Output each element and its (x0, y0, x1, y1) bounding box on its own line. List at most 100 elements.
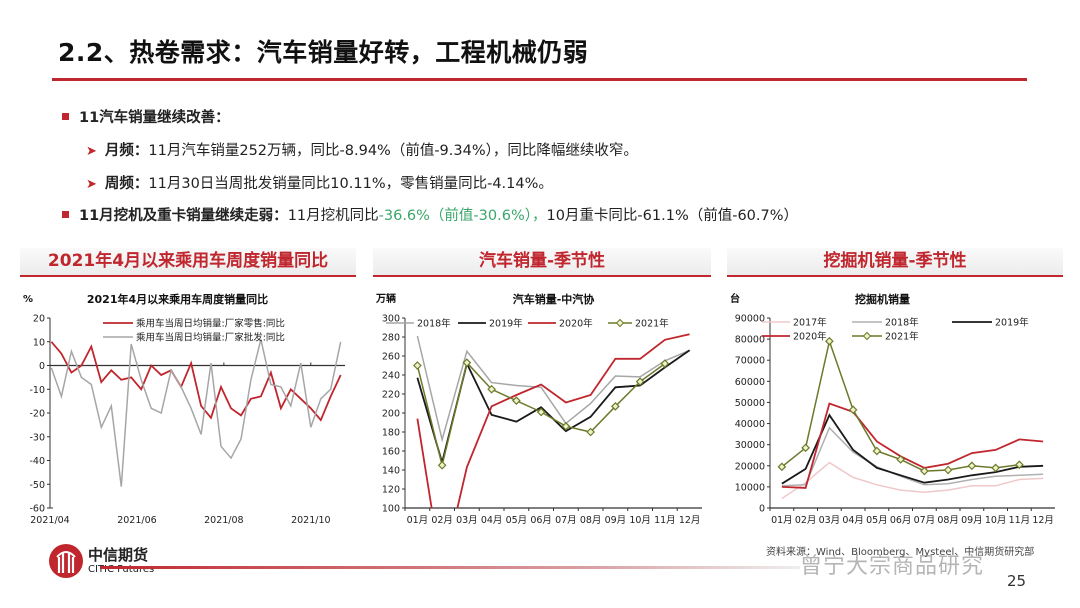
bullet-excavator-truck: 11月挖机及重卡销量继续走弱：11月挖机同比-36.6%（前值-30.6%），1… (62, 204, 798, 225)
arrow-bullet-icon: ➤ (86, 177, 97, 192)
data-point-marker (777, 462, 787, 472)
y-tick-label: -60 (29, 504, 45, 515)
bullet-text: 11月汽车销量252万辆，同比-8.94%（前值-9.34%），同比降幅继续收窄… (148, 143, 638, 159)
x-tick-label: 01月 (407, 515, 429, 526)
x-tick-label: 09月 (605, 515, 627, 526)
y-tick-label: 140 (382, 466, 400, 477)
y-tick-label: 240 (382, 371, 400, 382)
x-tick-label: 10月 (985, 515, 1007, 526)
citic-logo-icon (49, 544, 83, 578)
data-point-marker (536, 407, 546, 417)
footer-divider (100, 566, 800, 569)
x-tick-label: 06月 (890, 515, 912, 526)
y-tick-label: 180 (382, 428, 400, 439)
x-tick-label: 06月 (530, 515, 552, 526)
x-tick-label: 07月 (555, 515, 577, 526)
y-tick-label: 80000 (735, 335, 765, 346)
arrow-bullet-icon: ➤ (86, 144, 97, 159)
logo-cn: 中信期货 (88, 546, 149, 565)
y-tick-label: -40 (29, 456, 45, 467)
legend-label: 2018年 (885, 317, 919, 329)
legend-label: 2021年 (635, 318, 669, 330)
y-tick-label: -10 (29, 385, 45, 396)
y-tick-label: 300 (382, 314, 400, 325)
legend-label: 2021年 (885, 331, 919, 343)
legend-label: 2020年 (559, 318, 593, 330)
x-tick-label: 01月 (771, 515, 793, 526)
x-tick-label: 05月 (506, 515, 528, 526)
y-tick-label: 120 (382, 485, 400, 496)
x-tick-label: 09月 (961, 515, 983, 526)
y-tick-label: 40000 (735, 419, 765, 430)
title-divider (52, 78, 1027, 81)
data-point-marker (1015, 460, 1024, 470)
data-point-marker (561, 421, 571, 431)
y-tick-label: 160 (382, 447, 400, 458)
data-point-marker (635, 377, 645, 386)
watermark: 曾宁大宗商品研究 (800, 554, 985, 579)
bullet-heading: 月频： (104, 143, 149, 159)
y-tick-label: 200 (382, 409, 400, 420)
panel-title-car-seasonal: 汽车销量-季节性 (373, 248, 711, 277)
legend-label: 2018年 (417, 318, 451, 330)
series-line-1 (50, 339, 342, 487)
data-point-marker (825, 336, 834, 346)
series-line-0 (50, 341, 342, 422)
source-note: 资料来源：Wind、Bloomberg、Mysteel、中信期货研究部 (766, 547, 1035, 558)
data-point-marker (943, 465, 953, 475)
series-line-0 (781, 461, 1044, 500)
x-tick-label: 2021/10 (291, 515, 330, 526)
chart-title: 汽车销量-中汽协 (513, 292, 595, 306)
bullet-text-highlight: -36.6%（前值-30.6%）， (378, 208, 547, 224)
data-point-marker (967, 461, 977, 471)
y-tick-label: -50 (29, 480, 45, 491)
x-tick-label: 08月 (580, 515, 602, 526)
y-tick-label: 10000 (735, 482, 765, 493)
x-tick-label: 08月 (937, 515, 959, 526)
data-point-marker (413, 361, 422, 370)
y-tick-label: 220 (382, 390, 400, 401)
x-tick-label: 2021/04 (30, 515, 69, 526)
y-tick-label: 280 (382, 333, 400, 344)
x-tick-label: 12月 (1032, 515, 1054, 526)
data-point-marker (801, 443, 810, 453)
y-tick-label: 20 (33, 314, 45, 325)
x-tick-label: 11月 (654, 515, 676, 526)
y-axis-unit: % (23, 294, 33, 305)
x-tick-label: 02月 (431, 515, 453, 526)
square-bullet-icon (62, 211, 69, 218)
data-point-marker (920, 466, 929, 476)
series-line-1 (781, 426, 1044, 487)
x-tick-label: 11月 (1009, 515, 1031, 526)
y-tick-label: -20 (29, 409, 45, 420)
slide-title: 2.2、热卷需求：汽车销量好转，工程机械仍弱 (58, 38, 589, 67)
bullet-heading: 11汽车销量继续改善： (79, 110, 230, 126)
bullet-heading: 周频： (104, 176, 149, 192)
series-line-3 (781, 402, 1044, 489)
bullet-text: 11月挖机同比 (287, 208, 379, 224)
x-tick-label: 03月 (456, 515, 478, 526)
y-tick-label: 0 (759, 504, 765, 515)
chart-title: 2021年4月以来乘用车周度销量同比 (87, 292, 268, 306)
y-tick-label: 10 (33, 337, 45, 348)
y-tick-label: 60000 (735, 377, 765, 388)
citic-logo: 中信期货 CITIC Futures (48, 543, 154, 579)
legend-label: 2019年 (995, 317, 1029, 329)
chart-excavator-sales: 挖掘机销量 台 90000 80000 70000 60000 50000 40000 3000… (730, 292, 1055, 526)
x-tick-label: 02月 (795, 515, 817, 526)
panel-title-weekly-yoy: 2021年4月以来乘用车周度销量同比 (20, 248, 356, 277)
x-tick-label: 03月 (819, 515, 841, 526)
legend-label: 2020年 (793, 331, 827, 343)
y-tick-label: 0 (39, 361, 45, 372)
square-bullet-icon (62, 113, 69, 120)
y-tick-label: -30 (29, 432, 45, 443)
chart-weekly-yoy: 2021年4月以来乘用车周度销量同比%20 10 0 -10 -20 -30 -40 -50 -… (23, 292, 345, 526)
x-tick-label: 04月 (481, 515, 503, 526)
x-tick-label: 2021/08 (204, 515, 243, 526)
y-tick-label: 30000 (735, 440, 765, 451)
bullet-car-sales: 11汽车销量继续改善： (62, 106, 230, 127)
bullet-heading: 11月挖机及重卡销量继续走弱： (79, 208, 288, 224)
data-point-marker (462, 358, 472, 367)
data-point-marker (437, 460, 447, 470)
